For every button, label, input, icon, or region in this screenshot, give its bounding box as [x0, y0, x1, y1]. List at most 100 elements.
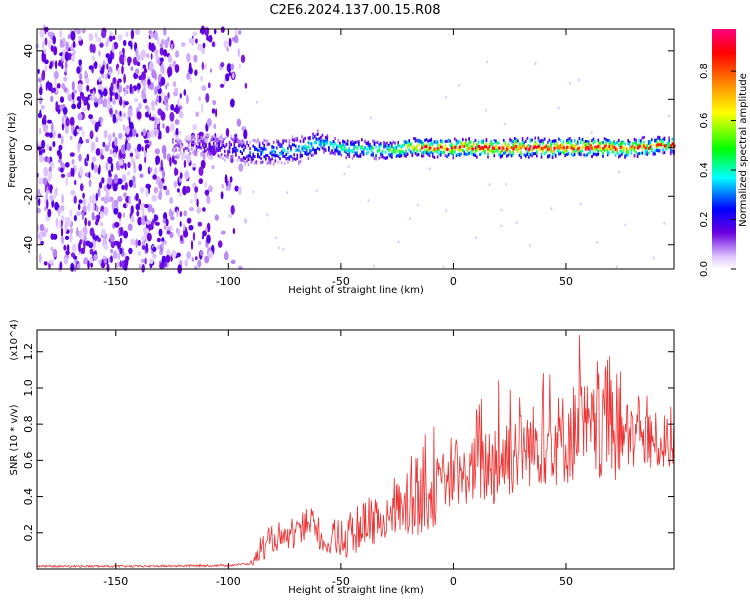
spectrogram-cell [55, 217, 59, 228]
spectrogram-cell [94, 97, 97, 103]
spectrogram-cell [346, 153, 349, 157]
spectrogram-cell [161, 144, 167, 155]
spectrogram-cell [173, 180, 178, 188]
spectrogram-cell [179, 192, 182, 197]
spectrogram-cell [129, 152, 133, 157]
spectrogram-cell [512, 150, 514, 154]
spectrogram-cell [103, 185, 108, 192]
spectrogram-cell [465, 138, 467, 142]
spectrogram-cell [69, 233, 73, 243]
spectrogram-cell [123, 87, 126, 93]
spectrogram-cell [443, 147, 445, 151]
spectrogram-cell [539, 148, 541, 152]
spectrogram-cell [331, 142, 333, 146]
spectrogram-cell [432, 144, 434, 148]
spectrogram-cell [191, 140, 193, 144]
spectrogram-cell [391, 151, 393, 154]
spectrogram-cell [315, 140, 317, 144]
spectrogram-cell [228, 37, 232, 47]
spectrogram-cell [172, 148, 174, 152]
spectrogram-cell [485, 142, 488, 146]
spectrogram-cell [295, 136, 297, 140]
spectrogram-cell [204, 63, 207, 70]
spectrogram-cell [71, 124, 74, 133]
spectrogram-y-tick-label: 0 [22, 144, 35, 151]
spectrogram-cell [580, 139, 582, 143]
spectrogram-cell [110, 240, 116, 249]
spectrogram-cell [56, 83, 61, 89]
spectrogram-cell [400, 150, 403, 154]
spectrogram-cell [274, 159, 277, 163]
spectrogram-cell [608, 139, 611, 142]
spectrogram-cell [39, 223, 45, 232]
spectrogram-cell [307, 145, 310, 149]
spectrogram-cell [148, 30, 153, 35]
spectrogram-cell [356, 146, 358, 150]
spectrogram-cell [417, 140, 420, 144]
spectrogram-cell [136, 61, 141, 67]
spectrogram-cell [271, 144, 273, 148]
spectrogram-cell [636, 146, 640, 150]
spectrogram-cell [54, 201, 59, 211]
spectrogram-cell [47, 208, 52, 218]
spectrogram-cell [212, 100, 217, 106]
spectrogram-cell [221, 183, 224, 189]
spectrogram-cell [465, 144, 467, 148]
spectrogram-cell [200, 75, 204, 82]
spectrogram-cell [306, 151, 308, 155]
spectrogram-cell [145, 242, 148, 251]
spectrogram-cell [521, 141, 524, 145]
spectrogram-cell [144, 105, 149, 110]
spectrogram-cell [454, 145, 457, 149]
spectrogram-cell [265, 139, 267, 143]
spectrogram-cell [125, 89, 129, 95]
spectrogram-cell [217, 240, 223, 248]
spectrogram-cell [187, 153, 190, 156]
spectrogram-cell [183, 151, 185, 155]
spectrogram-cell [161, 91, 165, 97]
spectrogram-cell [509, 137, 511, 141]
spectrogram-cell [323, 147, 325, 151]
spectrogram-cell [562, 146, 566, 150]
spectrogram-cell [553, 139, 555, 143]
spectrogram-cell [380, 155, 382, 159]
spectrogram-cell [347, 165, 350, 169]
spectrogram-cell [613, 146, 616, 150]
spectrogram-cell [269, 162, 272, 166]
spectrogram-cell [597, 144, 600, 148]
spectrogram-cell [119, 110, 122, 117]
spectrogram-cell [187, 148, 190, 152]
spectrogram-cell [457, 147, 459, 151]
spectrogram-cell [238, 63, 241, 70]
spectrogram-cell [227, 149, 229, 153]
spectrogram-cell [257, 153, 259, 157]
spectrogram-cell [358, 141, 360, 145]
spectrogram-cell [572, 154, 574, 157]
spectrogram-cell [367, 146, 369, 150]
spectrogram-cell [573, 139, 576, 143]
spectrogram-cell [232, 228, 236, 235]
spectrogram-cell [117, 34, 123, 42]
spectrogram-cell [477, 140, 480, 144]
spectrogram-cell [208, 185, 212, 191]
spectrogram-cell [103, 258, 108, 264]
spectrogram-cell [88, 65, 94, 70]
spectrogram-cell [627, 142, 629, 146]
spectrogram-cell [432, 154, 434, 158]
spectrogram-cell [191, 147, 193, 151]
spectrogram-cell [58, 144, 63, 151]
spectrogram-cell [137, 216, 142, 226]
spectrogram-cell [554, 154, 557, 158]
colorbar-tick-label: 0.6 [699, 113, 710, 129]
spectrogram-cell [165, 254, 171, 263]
spectrogram-cell [498, 146, 501, 150]
spectrogram-cell [178, 144, 180, 148]
spectrogram-cell [509, 146, 511, 150]
spectrogram-cell [103, 97, 108, 108]
spectrogram-cell [178, 143, 180, 146]
spectrogram-cell [228, 145, 231, 149]
spectrogram-cell [501, 148, 503, 152]
spectrogram-cell [537, 147, 540, 151]
spectrogram-cell [452, 148, 455, 152]
spectrogram-cell [140, 51, 145, 61]
